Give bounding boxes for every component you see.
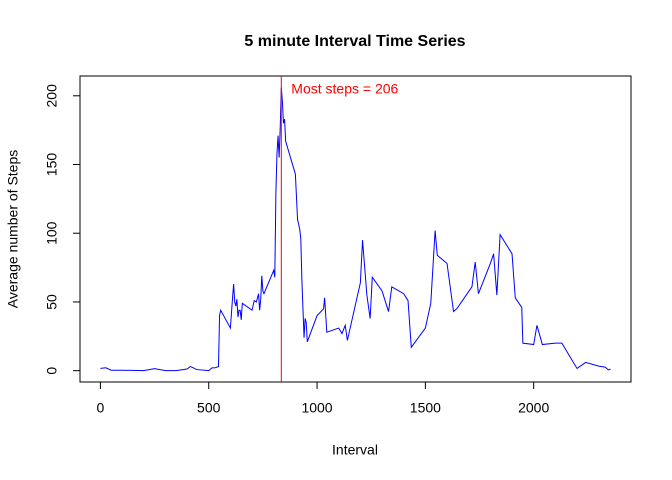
x-tick-label: 1500 [410, 400, 441, 416]
y-axis-label: Average number of Steps [5, 150, 21, 309]
y-tick-label: 50 [44, 294, 60, 310]
x-tick-label: 1000 [301, 400, 332, 416]
plot-frame [79, 75, 632, 383]
y-tick-label: 200 [44, 84, 60, 108]
annotation: Most steps = 206 [291, 81, 398, 97]
x-tick-label: 500 [197, 400, 221, 416]
y-tick-label: 0 [44, 367, 60, 375]
y-tick-label: 150 [44, 153, 60, 177]
data-line [100, 87, 611, 372]
x-axis-label: Interval [332, 442, 378, 458]
x-tick-label: 0 [97, 400, 105, 416]
chart-title: 5 minute Interval Time Series [244, 33, 465, 50]
y-tick-label: 100 [44, 221, 60, 245]
x-tick-label: 2000 [518, 400, 549, 416]
